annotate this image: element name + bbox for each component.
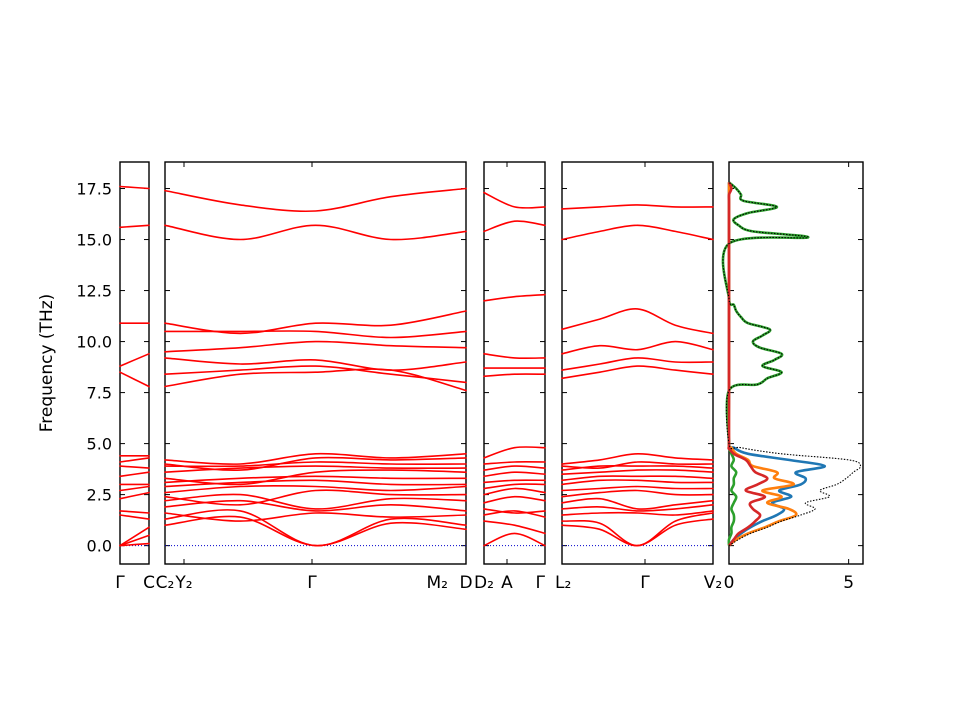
band-line (119, 491, 150, 500)
band-line (119, 471, 150, 478)
band-line (483, 465, 546, 471)
band-line (561, 512, 714, 547)
band-line (119, 465, 150, 469)
band-panel (119, 161, 150, 565)
band-line (119, 371, 150, 388)
k-point-label: Γ (536, 573, 546, 593)
band-line (561, 485, 714, 492)
k-point-label: V₂ (704, 573, 722, 593)
band-line (561, 365, 714, 380)
k-point-label: D (459, 573, 472, 593)
band-line (483, 373, 546, 378)
dos-partial-line (727, 181, 769, 547)
k-point-label: Γ (307, 573, 317, 593)
band-line (483, 471, 546, 478)
band-line (483, 293, 546, 302)
band-line (119, 514, 150, 520)
band-panel (561, 161, 714, 565)
band-line (164, 469, 467, 486)
band-line (119, 526, 150, 547)
band-line (164, 224, 467, 241)
band-line (164, 340, 467, 353)
band-line (483, 483, 546, 490)
band-line (483, 495, 546, 504)
band-line (561, 469, 714, 475)
band-line (164, 365, 467, 384)
band-line (164, 187, 467, 213)
band-line (483, 510, 546, 518)
band-line (164, 493, 467, 510)
band-line (561, 504, 714, 512)
band-line (164, 452, 467, 465)
x-tick-label: 5 (843, 573, 854, 593)
y-tick-label: 5.0 (87, 435, 112, 454)
band-line (164, 461, 467, 468)
k-point-label: Γ (115, 573, 125, 593)
band-line (483, 520, 546, 535)
band-line (164, 310, 467, 335)
k-point-label: M₂ (427, 573, 448, 593)
band-line (164, 368, 467, 392)
band-line (561, 489, 714, 498)
band-line (483, 461, 546, 465)
y-tick-label: 0.0 (87, 537, 112, 556)
band-panel (164, 161, 467, 565)
k-point-label: D₂ (474, 573, 494, 593)
band-line (164, 456, 467, 472)
band-line (561, 475, 714, 482)
band-line (164, 357, 467, 371)
band-line (164, 499, 467, 512)
band-line (561, 518, 714, 547)
band-line (483, 353, 546, 360)
band-panel (483, 161, 546, 565)
band-line (561, 204, 714, 210)
band-line (561, 357, 714, 371)
k-point-label: C₂ (156, 573, 175, 593)
band-line (164, 485, 467, 494)
x-tick-label: 0 (724, 573, 735, 593)
band-line (561, 510, 714, 516)
band-line (561, 461, 714, 470)
band-line (119, 224, 150, 229)
k-point-label: Γ (640, 573, 650, 593)
band-line (561, 497, 714, 510)
band-line (119, 485, 150, 492)
band-line (164, 489, 467, 506)
band-line (483, 446, 546, 459)
band-line (483, 508, 546, 514)
y-tick-label: 2.5 (87, 486, 112, 505)
dos-total-line (722, 181, 862, 547)
band-line (164, 475, 467, 484)
band-line (164, 512, 467, 522)
band-line (164, 515, 467, 547)
band-line (561, 224, 714, 241)
k-point-label: A (501, 573, 513, 593)
k-point-label: L₂ (555, 573, 571, 593)
band-line (119, 510, 150, 514)
band-line (119, 457, 150, 463)
band-line (483, 191, 546, 209)
k-point-label: C (143, 573, 155, 593)
band-line (483, 220, 546, 233)
y-tick-label: 7.5 (87, 384, 112, 403)
band-line (561, 340, 714, 355)
y-axis-label: Frequency (THz) (37, 294, 57, 433)
band-line (561, 452, 714, 465)
band-line (561, 308, 714, 335)
y-tick-label: 12.5 (76, 282, 112, 301)
band-line (483, 487, 546, 496)
y-tick-label: 10.0 (76, 333, 112, 352)
band-line (164, 509, 467, 547)
band-line (119, 353, 150, 367)
band-line (561, 464, 714, 471)
band-line (561, 479, 714, 486)
band-line (119, 185, 150, 190)
band-line (483, 532, 546, 547)
band-line (483, 479, 546, 484)
band-line (164, 330, 467, 339)
y-tick-label: 17.5 (76, 180, 112, 199)
y-tick-label: 15.0 (76, 231, 112, 250)
k-point-label: Y₂ (174, 573, 192, 593)
